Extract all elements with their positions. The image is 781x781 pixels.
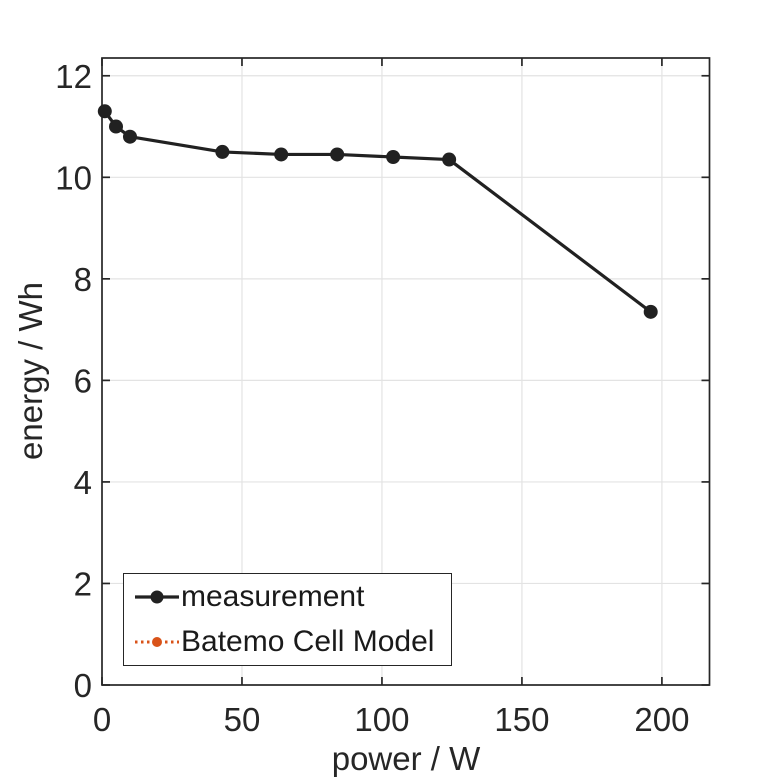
batemo-model-line-sample-icon (135, 637, 179, 648)
y-tick-label: 0 (74, 667, 92, 704)
legend-sample-marker (150, 590, 164, 604)
series-line (103, 109, 653, 314)
data-point-marker (330, 147, 345, 162)
legend-item-batemo-cell-model: Batemo Cell Model (124, 620, 451, 664)
data-point-marker (643, 304, 658, 319)
data-point-marker (215, 144, 230, 159)
legend-label-batemo-cell-model: Batemo Cell Model (181, 625, 435, 659)
x-tick-label: 200 (634, 701, 689, 738)
y-tick-label: 4 (74, 464, 92, 501)
x-axis-label: power / W (331, 740, 481, 777)
x-tick-label: 100 (354, 701, 409, 738)
measurement-line-sample-icon (135, 590, 179, 604)
x-tick-label: 50 (224, 701, 261, 738)
y-axis-label: energy / Wh (12, 282, 49, 460)
y-tick-label: 10 (55, 159, 92, 196)
data-point-marker (97, 104, 112, 119)
y-tick-label: 2 (74, 565, 92, 602)
y-tick-label: 8 (74, 261, 92, 298)
legend: measurement Batemo Cell Model (123, 573, 452, 666)
data-point-marker (442, 152, 457, 167)
data-point-marker (386, 150, 401, 164)
axes-box (101, 57, 711, 686)
data-point-marker (122, 129, 137, 144)
legend-sample-marker (152, 637, 162, 648)
x-tick-label: 0 (93, 701, 111, 738)
legend-item-measurement: measurement (124, 575, 451, 619)
data-point-marker (108, 119, 123, 134)
legend-label-measurement: measurement (181, 579, 365, 613)
y-tick-label: 12 (55, 58, 92, 95)
y-tick-label: 6 (74, 362, 92, 399)
data-point-marker (274, 147, 289, 162)
x-tick-label: 150 (494, 701, 549, 738)
